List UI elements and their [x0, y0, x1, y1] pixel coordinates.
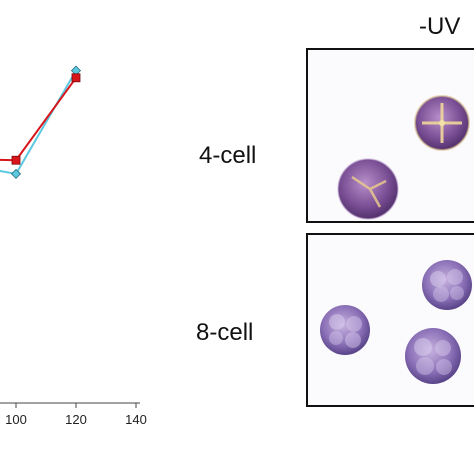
series-line-0	[0, 70, 77, 176]
embryo-8-cell-1	[422, 260, 472, 310]
column-label-uv: -UV	[419, 13, 460, 40]
row-label-8-cell: 8-cell	[196, 319, 253, 346]
micrograph-8-cell	[306, 233, 474, 407]
micrograph-4-cell	[306, 48, 474, 223]
series-0-point-1	[10, 168, 22, 179]
series-1-point-1	[11, 155, 21, 165]
row-label-4-cell: 4-cell	[199, 142, 256, 169]
x-axis-ticks: 100 120 140	[5, 403, 147, 427]
chart-series	[0, 65, 82, 179]
embryo-8-cell-2	[320, 305, 370, 355]
series-1-point-2	[71, 73, 81, 83]
embryo-8-cell-3	[405, 328, 461, 384]
embryo-4-cell-lower	[337, 158, 399, 220]
line-chart: 100 120 140	[0, 65, 147, 427]
x-tick-label-120: 120	[65, 412, 87, 427]
x-tick-label-100: 100	[5, 412, 27, 427]
embryo-4-cell-upper	[414, 95, 470, 151]
x-tick-label-140: 140	[125, 412, 147, 427]
